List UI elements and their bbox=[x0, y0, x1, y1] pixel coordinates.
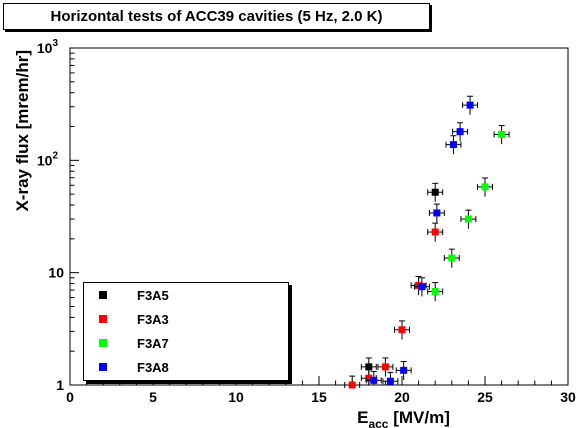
y-tick-label: 103 bbox=[37, 38, 59, 56]
data-point-f3a8 bbox=[400, 366, 408, 374]
x-tick-label: 0 bbox=[66, 389, 74, 405]
data-point-f3a7 bbox=[481, 183, 489, 191]
data-point-f3a5 bbox=[365, 363, 373, 371]
y-tick-label: 1 bbox=[56, 377, 64, 393]
x-axis-label: Eacc [MV/m] bbox=[357, 408, 450, 428]
x-tick-label: 25 bbox=[477, 389, 493, 405]
legend-item-f3a5: F3A5 bbox=[99, 285, 169, 305]
y-axis-label: X-ray flux [mrem/hr] bbox=[13, 50, 32, 212]
y-tick-label: 102 bbox=[37, 150, 59, 168]
x-tick-label: 30 bbox=[560, 389, 576, 405]
x-tick-label: 20 bbox=[394, 389, 410, 405]
legend-label-f3a8: F3A8 bbox=[137, 359, 169, 375]
x-tick-label: 15 bbox=[311, 389, 327, 405]
data-point-f3a8 bbox=[466, 101, 474, 109]
legend-item-f3a3: F3A3 bbox=[99, 309, 169, 329]
data-point-f3a5 bbox=[431, 188, 439, 196]
data-point-f3a7 bbox=[498, 130, 506, 138]
x-tick-label: 10 bbox=[228, 389, 244, 405]
data-point-f3a8 bbox=[386, 377, 394, 385]
legend-label-f3a5: F3A5 bbox=[137, 287, 169, 303]
legend-label-f3a3: F3A3 bbox=[137, 311, 169, 327]
data-point-f3a3 bbox=[348, 381, 356, 389]
data-point-f3a7 bbox=[431, 287, 439, 295]
data-point-f3a3 bbox=[381, 363, 389, 371]
data-point-f3a3 bbox=[365, 374, 373, 382]
legend-label-f3a7: F3A7 bbox=[137, 335, 169, 351]
data-point-f3a7 bbox=[448, 254, 456, 262]
data-point-f3a8 bbox=[418, 283, 426, 291]
data-point-f3a8 bbox=[433, 209, 441, 217]
legend-item-f3a8: F3A8 bbox=[99, 357, 169, 377]
data-point-f3a8 bbox=[449, 141, 457, 149]
data-point-f3a7 bbox=[464, 215, 472, 223]
chart-title: Horizontal tests of ACC39 cavities (5 Hz… bbox=[50, 8, 383, 25]
legend-swatch-f3a7 bbox=[99, 339, 107, 347]
legend: F3A5 F3A3 F3A7 F3A8 bbox=[83, 282, 289, 381]
data-point-f3a8 bbox=[370, 376, 378, 384]
y-tick-label: 10 bbox=[48, 265, 64, 281]
data-point-f3a3 bbox=[398, 326, 406, 334]
chart-title-box: Horizontal tests of ACC39 cavities (5 Hz… bbox=[3, 3, 430, 30]
legend-swatch-f3a5 bbox=[99, 291, 107, 299]
legend-item-f3a7: F3A7 bbox=[99, 333, 169, 353]
legend-swatch-f3a3 bbox=[99, 315, 107, 323]
data-point-f3a3 bbox=[431, 228, 439, 236]
data-point-f3a8 bbox=[456, 128, 464, 136]
legend-swatch-f3a8 bbox=[99, 363, 107, 371]
x-tick-label: 5 bbox=[149, 389, 157, 405]
